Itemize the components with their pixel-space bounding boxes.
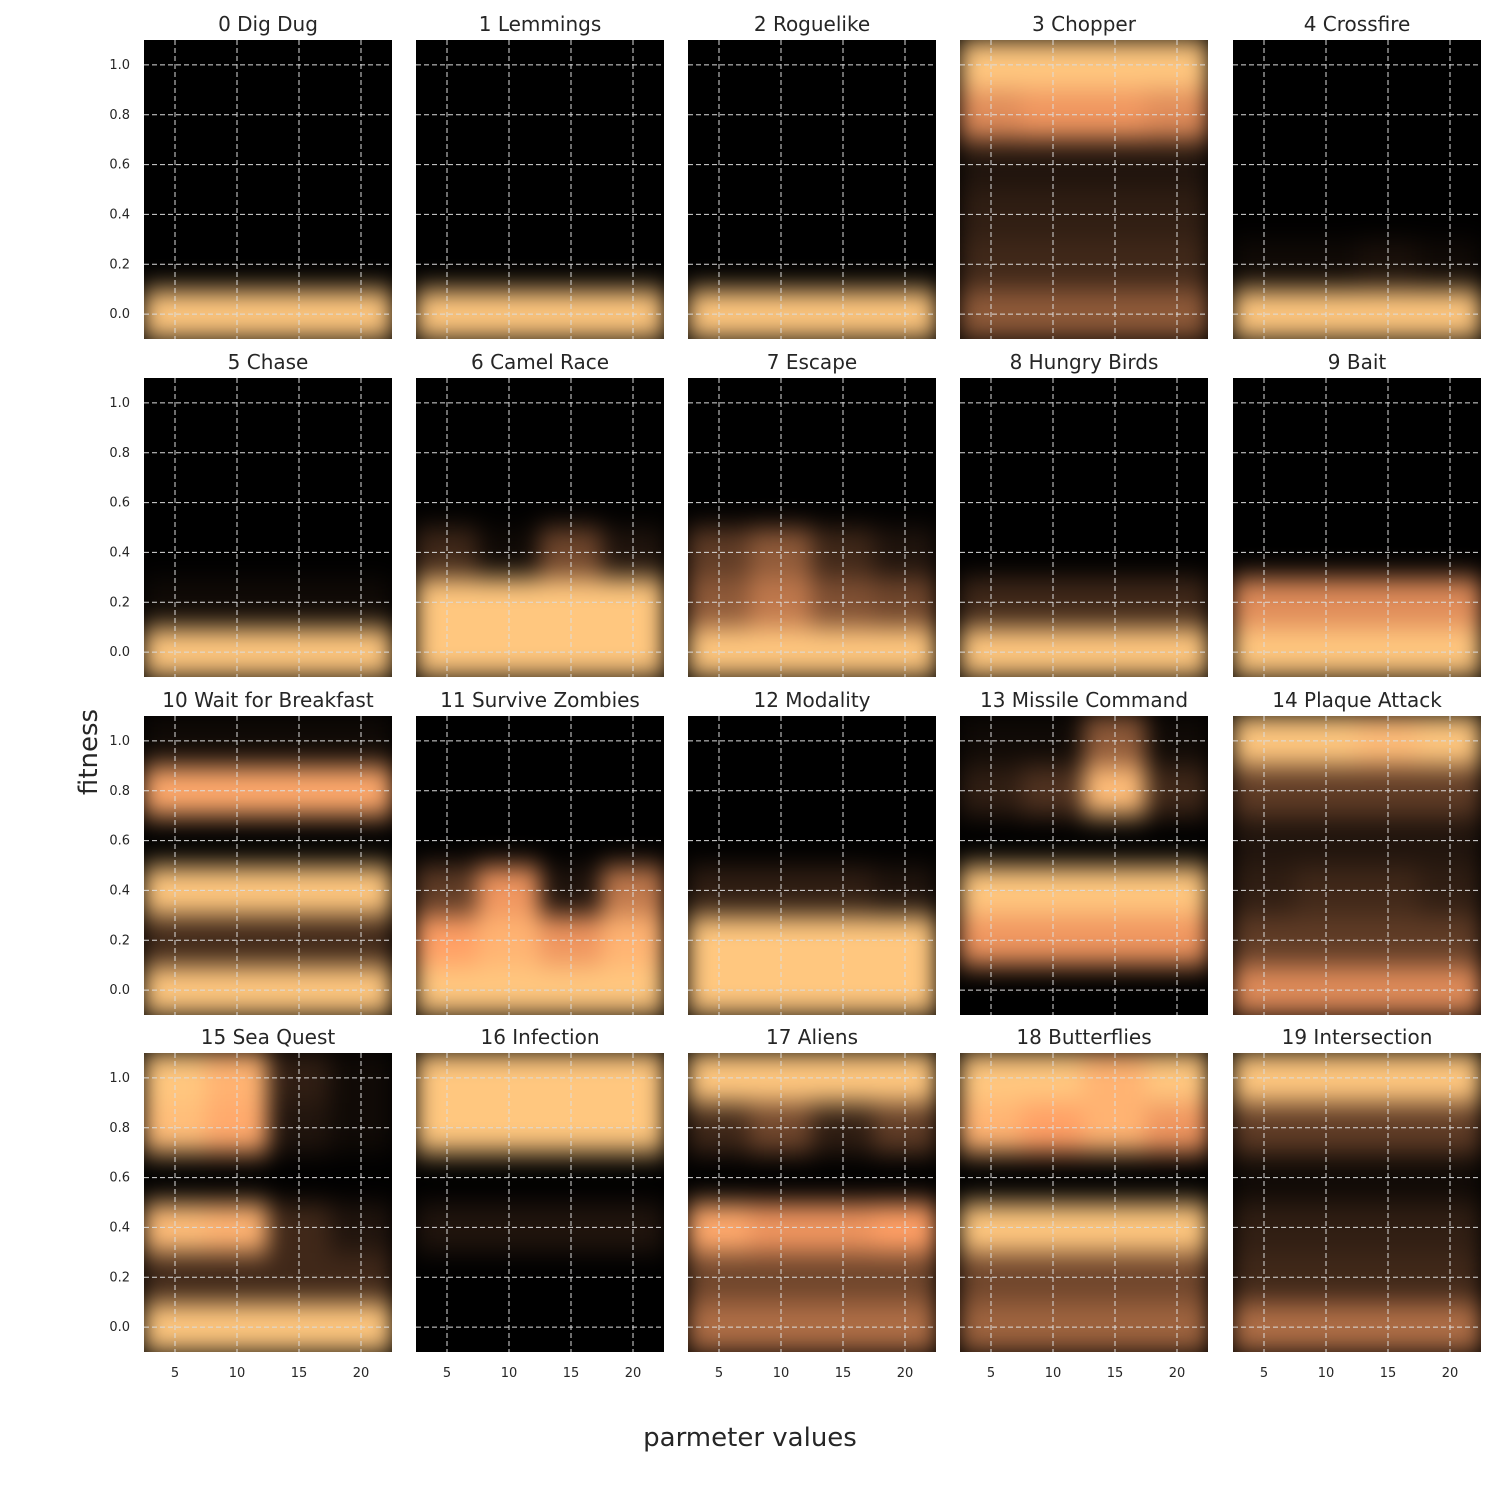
heatmap-panel: 10 Wait for Breakfast 0.0 0.2 0.4 0.6 0.8 1.0 [109,688,392,1015]
x-tick-label: 15 [1380,1366,1397,1381]
x-tick-label: 20 [897,1366,914,1381]
x-axis-label: parmeter values [643,1423,857,1453]
y-tick-label: 0.6 [109,496,130,511]
panel-title: 0 Dig Dug [218,12,318,36]
panel-title: 16 Infection [480,1025,599,1049]
y-tick-label: 0.0 [109,983,130,998]
heatmap-panel: 17 Aliens 5 10 15 20 [688,1025,936,1381]
y-tick-label: 0.8 [109,1121,130,1136]
y-tick-label: 0.0 [109,307,130,322]
y-tick-label: 1.0 [109,734,130,749]
y-tick-label: 0.2 [109,595,130,610]
x-tick-label: 5 [1260,1366,1268,1381]
heatmap-panel: 11 Survive Zombies [416,688,664,1015]
panel-title: 7 Escape [767,350,857,374]
x-tick-label: 10 [1318,1366,1335,1381]
x-tick-label: 10 [229,1366,246,1381]
y-tick-label: 0.8 [109,784,130,799]
panel-title: 17 Aliens [766,1025,858,1049]
y-tick-label: 0.8 [109,446,130,461]
heatmap-panel: 19 Intersection 5 10 15 20 [1233,1025,1481,1381]
panel-title: 18 Butterflies [1016,1025,1151,1049]
panel-title: 14 Plaque Attack [1272,688,1442,712]
y-tick-label: 0.2 [109,933,130,948]
x-tick-label: 5 [715,1366,723,1381]
x-tick-label: 5 [443,1366,451,1381]
x-tick-label: 15 [291,1366,308,1381]
heatmap-panel: 13 Missile Command [960,688,1208,1015]
panel-title: 5 Chase [228,350,309,374]
heatmap-panel: 0 Dig Dug 0.0 0.2 0.4 0.6 0.8 1.0 [109,12,392,339]
y-tick-label: 1.0 [109,1071,130,1086]
y-tick-label: 0.4 [109,883,130,898]
heatmap-panel: 18 Butterflies 5 10 15 20 [960,1025,1208,1381]
panel-title: 8 Hungry Birds [1010,350,1159,374]
heatmap-panel: 4 Crossfire [1233,12,1481,339]
heatmap-panel: 12 Modality [688,688,936,1015]
heatmap-panel: 5 Chase 0.0 0.2 0.4 0.6 0.8 1.0 [109,350,392,677]
panel-title: 9 Bait [1328,350,1387,374]
panel-title: 1 Lemmings [479,12,602,36]
x-tick-label: 15 [835,1366,852,1381]
y-tick-label: 0.0 [109,645,130,660]
x-tick-label: 20 [353,1366,370,1381]
heatmap-panel: 9 Bait [1233,350,1481,677]
y-tick-label: 0.0 [109,1320,130,1335]
x-tick-label: 5 [987,1366,995,1381]
panel-title: 6 Camel Race [471,350,609,374]
panel-title: 3 Chopper [1032,12,1137,36]
y-tick-label: 0.6 [109,158,130,173]
panel-title: 12 Modality [753,688,870,712]
heatmap-panel: 16 Infection 5 10 15 20 [416,1025,664,1381]
heatmap-panel: 3 Chopper [960,12,1208,339]
panel-title: 15 Sea Quest [201,1025,336,1049]
x-tick-label: 20 [625,1366,642,1381]
y-tick-label: 0.4 [109,207,130,222]
x-tick-label: 10 [1045,1366,1062,1381]
heatmap-panel: 8 Hungry Birds [960,350,1208,677]
heatmap-panel: 2 Roguelike [688,12,936,339]
y-axis-label: fitness [74,709,104,795]
y-tick-label: 0.6 [109,834,130,849]
heatmap-panel: 1 Lemmings [416,12,664,339]
x-tick-label: 20 [1169,1366,1186,1381]
y-tick-label: 0.4 [109,545,130,560]
x-tick-label: 15 [563,1366,580,1381]
x-tick-label: 5 [171,1366,179,1381]
heatmap-panel: 7 Escape [688,350,936,677]
panel-title: 4 Crossfire [1304,12,1411,36]
panel-title: 19 Intersection [1282,1025,1433,1049]
heatmap-panel: 6 Camel Race [416,350,664,677]
y-tick-label: 0.6 [109,1171,130,1186]
panel-title: 11 Survive Zombies [440,688,640,712]
x-tick-label: 10 [773,1366,790,1381]
y-tick-label: 0.2 [109,257,130,272]
panel-title: 10 Wait for Breakfast [162,688,374,712]
panel-grid: 0 Dig Dug 0.0 0.2 0.4 0.6 0.8 1.0 1 Lemmings 2 R… [109,12,1481,1381]
x-tick-label: 15 [1107,1366,1124,1381]
heatmap-panel: 15 Sea Quest 0.0 0.2 0.4 0.6 0.8 1.0 5 10 15 20 [109,1025,392,1381]
y-tick-label: 0.2 [109,1270,130,1285]
panel-title: 2 Roguelike [754,12,870,36]
x-tick-label: 10 [501,1366,518,1381]
heatmap-panel: 14 Plaque Attack [1233,688,1481,1015]
y-tick-label: 0.8 [109,108,130,123]
x-tick-label: 20 [1442,1366,1459,1381]
panel-title: 13 Missile Command [980,688,1188,712]
y-tick-label: 0.4 [109,1220,130,1235]
y-tick-label: 1.0 [109,396,130,411]
y-tick-label: 1.0 [109,58,130,73]
